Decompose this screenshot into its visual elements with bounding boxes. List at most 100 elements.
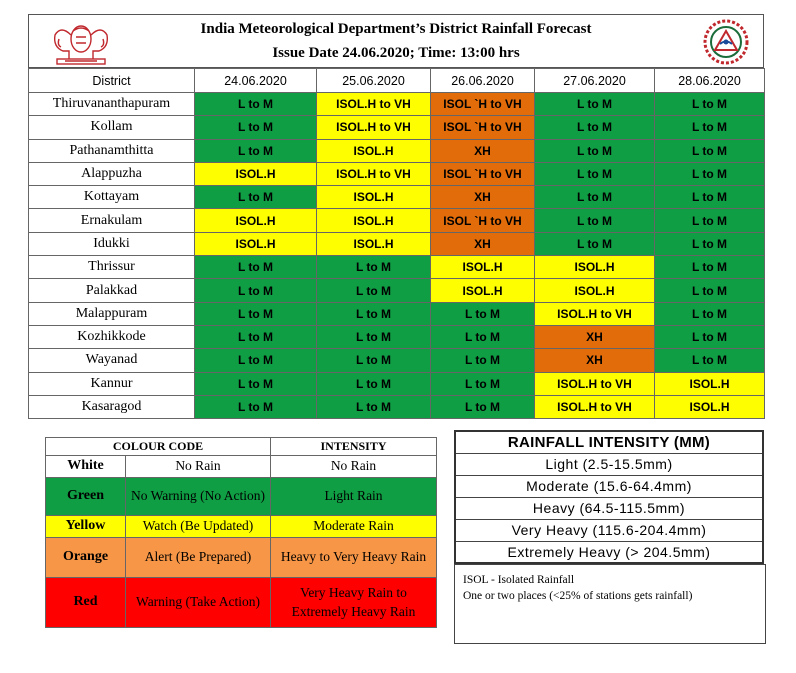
forecast-cell: L to M	[654, 255, 765, 280]
rainfall-intensity-table: RAINFALL INTENSITY (MM) Light (2.5-15.5m…	[454, 430, 764, 564]
forecast-cell: L to M	[430, 371, 535, 396]
forecast-cell: L to M	[194, 394, 317, 420]
district-name: Pathanamthitta	[28, 138, 195, 163]
forecast-cell: XH	[430, 185, 535, 210]
legend-row: Orange Alert (Be Prepared) Heavy to Very H…	[45, 537, 437, 578]
forecast-cell: L to M	[534, 115, 655, 140]
table-row: Kollam L to M ISOL.H to VH ISOL `H to VH L t…	[28, 115, 765, 140]
imd-logo-icon	[703, 19, 749, 65]
legend-colour-meaning: Alert (Be Prepared)	[125, 537, 271, 578]
legend-intensity: No Rain	[270, 455, 437, 478]
forecast-cell: ISOL.H	[194, 208, 317, 233]
intensity-row: Very Heavy (115.6-204.4mm)	[454, 518, 764, 542]
forecast-cell: ISOL.H	[316, 138, 431, 163]
forecast-cell: ISOL.H to VH	[316, 161, 431, 187]
legend-colour-meaning: No Warning (No Action)	[125, 477, 271, 516]
forecast-cell: L to M	[194, 348, 317, 373]
forecast-cell: L to M	[430, 348, 535, 373]
forecast-cell: L to M	[316, 301, 431, 326]
forecast-cell: L to M	[654, 324, 765, 350]
forecast-cell: XH	[430, 231, 535, 257]
forecast-cell: L to M	[316, 324, 431, 350]
forecast-cell: ISOL.H	[194, 161, 317, 187]
forecast-cell: L to M	[194, 371, 317, 396]
forecast-cell: L to M	[534, 161, 655, 187]
intensity-row: Heavy (64.5-115.5mm)	[454, 496, 764, 520]
date-column-header: 24.06.2020	[194, 68, 317, 93]
district-column-header: District	[28, 68, 195, 93]
forecast-cell: L to M	[654, 301, 765, 326]
forecast-cell: L to M	[534, 91, 655, 117]
date-column-header: 25.06.2020	[316, 68, 431, 93]
intensity-header: INTENSITY	[270, 437, 437, 456]
legend-row: White No Rain No Rain	[45, 455, 437, 478]
legend-header-row: COLOUR CODE INTENSITY	[45, 437, 437, 456]
district-name: Palakkad	[28, 278, 195, 303]
forecast-cell: L to M	[534, 208, 655, 233]
forecast-cell: L to M	[194, 138, 317, 163]
page-title: India Meteorological Department’s Distri…	[200, 21, 592, 37]
district-name: Malappuram	[28, 301, 195, 326]
forecast-cell: L to M	[194, 115, 317, 140]
district-forecast-table: District 24.06.2020 25.06.2020 26.06.202…	[28, 68, 765, 420]
table-header-row: District 24.06.2020 25.06.2020 26.06.202…	[28, 68, 765, 93]
table-row: Thiruvananthapuram L to M ISOL.H to VH ISOL…	[28, 91, 765, 117]
forecast-cell: L to M	[194, 91, 317, 117]
legend-intensity: Light Rain	[270, 477, 437, 516]
district-name: Idukki	[28, 231, 195, 257]
issue-date-line: Issue Date 24.06.2020; Time: 13:00 hrs	[272, 45, 520, 61]
date-column-header: 26.06.2020	[430, 68, 535, 93]
forecast-cell: ISOL `H to VH	[430, 208, 535, 233]
legend-colour-meaning: No Rain	[125, 455, 271, 478]
forecast-cell: L to M	[316, 278, 431, 303]
date-column-header: 27.06.2020	[534, 68, 655, 93]
legend-colour-name: Red	[45, 577, 126, 628]
forecast-cell: L to M	[654, 278, 765, 303]
forecast-cell: L to M	[654, 348, 765, 373]
forecast-cell: L to M	[654, 185, 765, 210]
district-name: Alappuzha	[28, 161, 195, 187]
intensity-range: Light (2.5-15.5mm)	[454, 452, 764, 476]
forecast-cell: L to M	[430, 394, 535, 420]
isol-definition: ISOL - Isolated Rainfall	[463, 574, 575, 586]
legend-intensity: Moderate Rain	[270, 515, 437, 538]
forecast-cell: ISOL.H to VH	[534, 371, 655, 396]
forecast-cell: ISOL.H to VH	[534, 394, 655, 420]
legend-row: Yellow Watch (Be Updated) Moderate Rain	[45, 515, 437, 538]
forecast-cell: XH	[534, 324, 655, 350]
legend-intensity: Heavy to Very Heavy Rain	[270, 537, 437, 578]
isol-note-box: ISOL - Isolated Rainfall One or two plac…	[454, 564, 766, 644]
district-name: Wayanad	[28, 348, 195, 373]
legend-intensity: Very Heavy Rain to Extremely Heavy Rain	[270, 577, 437, 628]
legend-colour-name: Green	[45, 477, 126, 516]
forecast-cell: L to M	[430, 301, 535, 326]
forecast-cell: ISOL `H to VH	[430, 115, 535, 140]
colour-code-header: COLOUR CODE	[45, 437, 271, 456]
intensity-row: Extremely Heavy (> 204.5mm)	[454, 540, 764, 564]
legend-row: Red Warning (Take Action) Very Heavy Rain …	[45, 577, 437, 628]
forecast-cell: L to M	[654, 91, 765, 117]
page-header: India Meteorological Department’s Distri…	[28, 14, 764, 68]
forecast-cell: L to M	[654, 231, 765, 257]
forecast-cell: L to M	[534, 231, 655, 257]
forecast-cell: ISOL `H to VH	[430, 161, 535, 187]
intensity-range: Extremely Heavy (> 204.5mm)	[454, 540, 764, 564]
intensity-range: Heavy (64.5-115.5mm)	[454, 496, 764, 520]
district-name: Kozhikkode	[28, 324, 195, 350]
forecast-cell: L to M	[654, 115, 765, 140]
table-row: Ernakulam ISOL.H ISOL.H ISOL `H to VH L to M…	[28, 208, 765, 233]
forecast-cell: L to M	[316, 394, 431, 420]
intensity-row: Moderate (15.6-64.4mm)	[454, 474, 764, 498]
district-name: Thrissur	[28, 255, 195, 280]
forecast-cell: L to M	[316, 348, 431, 373]
intensity-row: Light (2.5-15.5mm)	[454, 452, 764, 476]
legend-colour-meaning: Warning (Take Action)	[125, 577, 271, 628]
